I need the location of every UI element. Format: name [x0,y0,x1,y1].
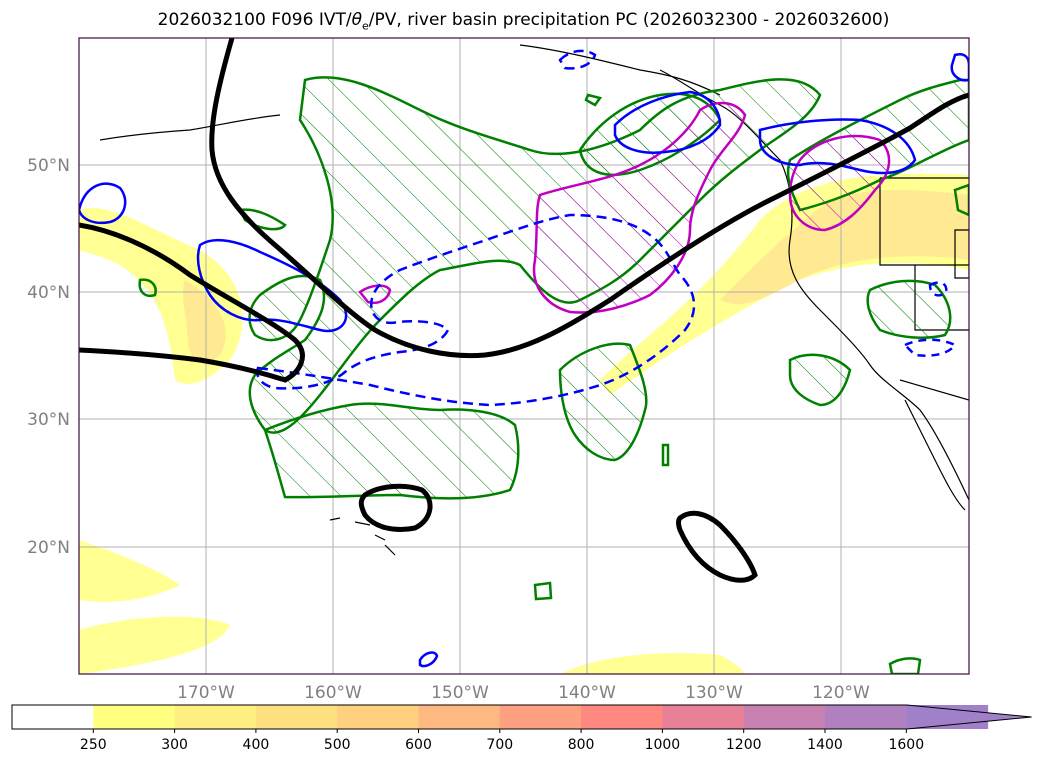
lon-label-140w: 140°W [558,683,616,703]
colorbar-segment [418,705,501,729]
theta-e-dashed-2 [558,49,597,70]
precip-region-california [866,279,952,339]
colorbar-tick-label: 700 [486,737,513,753]
precip-region-small-2 [661,443,670,467]
lon-label-160w: 160°W [304,683,362,703]
colorbar-extend-arrow [906,705,1032,729]
lon-label-130w: 130°W [685,683,743,703]
map-panel [79,38,969,674]
pv-contour-hawaii-loop [358,483,433,532]
ivt-1000-regions [358,101,891,314]
colorbar-segment [662,705,745,729]
colorbar-segment [337,705,419,729]
precip-region-east-pacific [558,342,648,462]
baja-california [904,399,966,511]
precip-region-southern-box [533,581,553,601]
pv-contours [79,38,969,583]
pv-contour-east-loop [676,510,758,583]
ivt-band-south [79,616,230,674]
ivt-region-small [358,284,392,305]
colorbar-segment [581,705,663,729]
precip-region-coast-small [788,353,852,407]
pv-contour-west-1 [79,222,305,383]
theta-e-solid-2 [613,90,722,154]
colorbar: 250 300 400 500 600 700 800 1000 1200 1400 1600 [11,704,1032,753]
coastlines [99,44,969,556]
us-mexico-border [899,379,969,401]
precip-region-central [263,402,520,500]
theta-e-solid-south [418,651,439,668]
aleutian-islands [99,114,281,141]
latitude-labels: 50°N 40°N 30°N 20°N [27,156,70,558]
colorbar-segment [825,705,907,729]
colorbar-tick-label: 400 [243,737,270,753]
colorbar-tick-label: 1600 [888,737,924,753]
colorbar-segment [93,705,176,729]
ivt-shading [79,173,969,674]
colorbar-segment [743,705,826,729]
colorbar-segment [12,705,94,729]
pv-contour-main [209,38,969,359]
ivt-region-gulf [532,101,747,314]
lat-label-50n: 50°N [27,156,70,176]
map-title: 2026032100 F096 IVT/θe/PV, river basin p… [157,10,890,33]
ivt-region-pacific-northwest [788,134,891,232]
colorbar-tick-label: 1000 [645,737,681,753]
colorbar-tick-label: 1200 [726,737,762,753]
theta-e-dashed-3 [902,338,957,357]
precip-region-west-small [138,278,157,297]
map-frame [78,37,970,675]
ivt-band-west-inner [183,280,226,364]
colorbar-segment [499,705,582,729]
colorbar-segment [255,705,338,729]
lon-label-120w: 120°W [812,683,870,703]
lon-label-170w: 170°W [177,683,235,703]
theta-e-west-loop [79,182,127,225]
lat-label-40n: 40°N [27,283,70,303]
colorbar-tick-label: 600 [405,737,432,753]
colorbar-outline [11,704,1032,730]
lat-label-30n: 30°N [27,410,70,430]
ivt-band-east-inner [720,190,969,305]
us-state-border-2 [879,178,969,266]
longitude-labels: 170°W 160°W 150°W 140°W 130°W 120°W [177,683,870,703]
theta-e-dashed-1 [256,213,696,407]
us-state-border-4 [954,229,969,279]
ivt-band-southwest [79,540,180,602]
colorbar-segment [174,705,257,729]
ivt-band-south-center [560,653,745,674]
colorbar-tick-label: 250 [80,737,107,753]
theta-e-solid-ne [950,53,969,82]
theta-e-solid-3 [758,118,917,175]
precip-region-small-3 [584,93,603,107]
lon-label-150w: 150°W [431,683,489,703]
theta-e-contours [79,49,969,668]
precip-region-southeast-small [888,657,922,674]
alaska-coast [519,44,721,96]
lat-label-20n: 20°N [27,538,70,558]
colorbar-tick-label: 800 [568,737,595,753]
colorbar-tick-label: 1400 [807,737,843,753]
precip-region-small-4 [953,183,969,217]
colorbar-tick-label: 500 [324,737,351,753]
hawaii-islands [329,517,396,556]
colorbar-tick-label: 300 [161,737,188,753]
theta-e-solid-1 [196,238,348,333]
